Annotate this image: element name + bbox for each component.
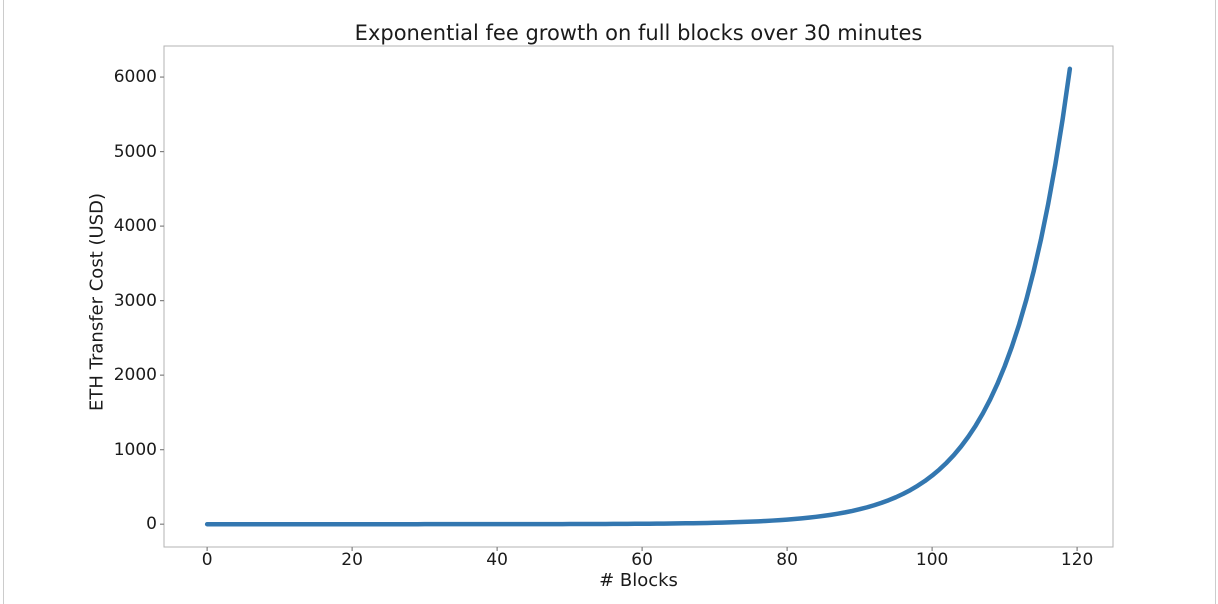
y-tick-label: 1000 — [113, 439, 157, 460]
x-axis-label: # Blocks — [599, 570, 678, 591]
y-tick-label: 0 — [146, 514, 157, 535]
y-tick-label: 4000 — [113, 216, 157, 237]
x-tick-label: 100 — [915, 550, 949, 570]
y-tick-label: 6000 — [113, 67, 157, 88]
x-tick-label: 80 — [776, 550, 798, 570]
x-tick-label: 0 — [201, 550, 213, 570]
y-tick-label: 2000 — [113, 365, 157, 386]
chart-title: Exponential fee growth on full blocks ov… — [354, 21, 923, 45]
y-tick-label: 5000 — [113, 141, 157, 162]
plot-spines — [163, 45, 1114, 548]
y-tick-label: 3000 — [113, 290, 157, 311]
x-tick-label: 40 — [486, 550, 508, 570]
x-tick-label: 20 — [341, 550, 363, 570]
x-tick-label: 120 — [1060, 550, 1094, 570]
x-tick-label: 60 — [631, 550, 653, 570]
fee-growth-curve — [204, 66, 1073, 527]
